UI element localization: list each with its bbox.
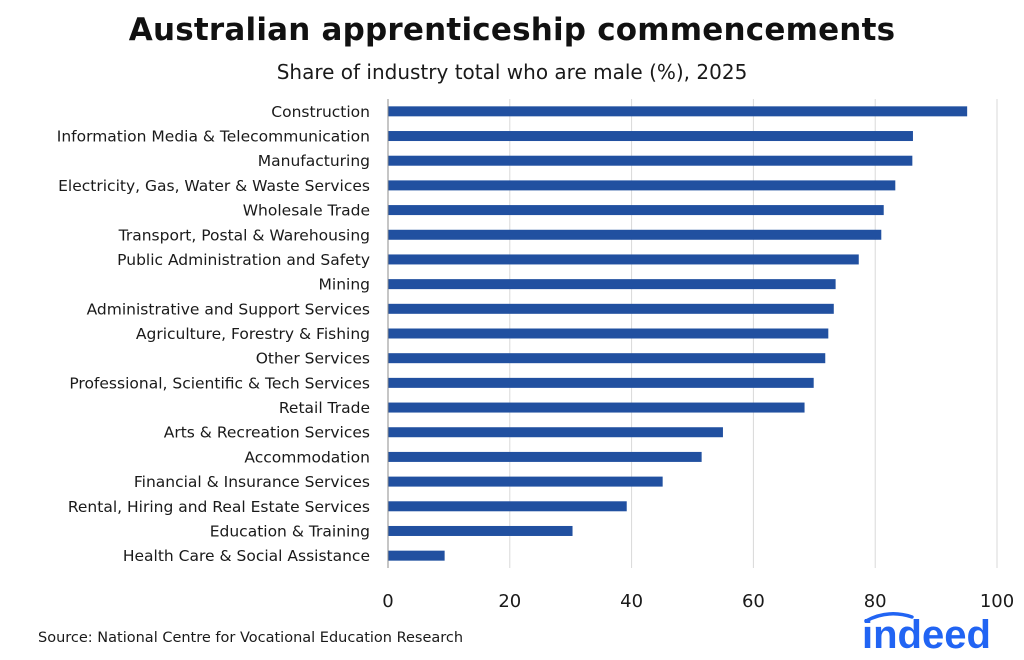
x-tick-label: 0 xyxy=(382,591,393,612)
logo-swoosh xyxy=(864,612,914,623)
category-label: Wholesale Trade xyxy=(243,202,370,220)
category-label: Financial & Insurance Services xyxy=(134,473,370,491)
x-tick-label: 100 xyxy=(980,591,1014,612)
category-label: Administrative and Support Services xyxy=(87,300,370,318)
bar xyxy=(388,402,805,413)
bar xyxy=(388,180,896,191)
bar xyxy=(388,550,445,561)
category-label: Information Media & Telecommunication xyxy=(57,128,370,146)
chart-title: Australian apprenticeship commencements xyxy=(128,12,896,48)
bar xyxy=(388,525,573,536)
bar xyxy=(388,254,859,265)
bar xyxy=(388,155,913,166)
category-label: Manufacturing xyxy=(258,152,370,170)
bar xyxy=(388,205,884,216)
bar xyxy=(388,303,834,314)
bar xyxy=(388,501,627,512)
bar xyxy=(388,451,702,462)
bar xyxy=(388,279,836,290)
bar xyxy=(388,427,723,438)
category-label: Rental, Hiring and Real Estate Services xyxy=(68,498,370,516)
category-label: Construction xyxy=(271,103,370,121)
category-label: Public Administration and Safety xyxy=(117,251,370,269)
category-label: Transport, Postal & Warehousing xyxy=(118,226,370,244)
x-tick-label: 80 xyxy=(864,591,887,612)
category-label: Other Services xyxy=(256,350,370,368)
bar xyxy=(388,353,826,364)
bar xyxy=(388,106,968,117)
x-tick-label: 60 xyxy=(742,591,765,612)
category-label: Agriculture, Forestry & Fishing xyxy=(136,325,370,343)
x-tick-label: 40 xyxy=(620,591,643,612)
bar xyxy=(388,377,814,388)
category-label: Arts & Recreation Services xyxy=(164,424,370,442)
category-label: Education & Training xyxy=(210,522,370,540)
category-label: Electricity, Gas, Water & Waste Services xyxy=(58,177,370,195)
category-label: Mining xyxy=(319,276,370,294)
bar xyxy=(388,131,913,142)
x-tick-label: 20 xyxy=(498,591,521,612)
bar xyxy=(388,328,829,339)
category-label: Accommodation xyxy=(244,448,370,466)
source-note: Source: National Centre for Vocational E… xyxy=(38,630,464,646)
chart-subtitle: Share of industry total who are male (%)… xyxy=(276,60,748,84)
category-label: Professional, Scientific & Tech Services xyxy=(69,374,370,392)
category-label: Health Care & Social Assistance xyxy=(123,547,370,565)
indeed-logo: indeed xyxy=(862,612,991,654)
logo-wordmark: indeed xyxy=(862,613,991,654)
bar xyxy=(388,229,882,240)
category-label: Retail Trade xyxy=(279,399,370,417)
bar xyxy=(388,476,663,487)
